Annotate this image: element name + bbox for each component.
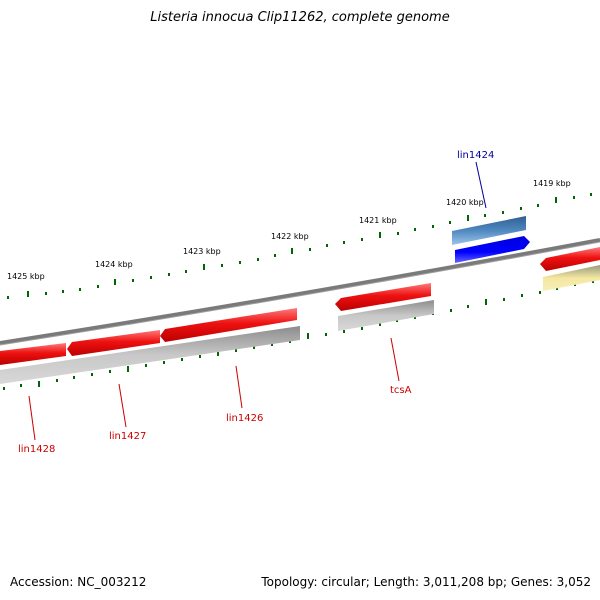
cds-feature-grey-tcsA[interactable] bbox=[338, 300, 434, 331]
tick-label-1419: 1419 kbp bbox=[533, 179, 571, 188]
accession-info: Accession: NC_003212 bbox=[10, 575, 146, 589]
gene-label-lin1427[interactable]: lin1427 bbox=[109, 431, 146, 442]
cds-feature-lin1427[interactable] bbox=[67, 330, 160, 356]
cds-feature-lin1424[interactable] bbox=[452, 216, 526, 245]
tick-label-1421: 1421 kbp bbox=[359, 216, 397, 225]
cds-forward-row bbox=[0, 247, 600, 365]
tick-label-1423: 1423 kbp bbox=[183, 247, 221, 256]
cds-feature-blue[interactable] bbox=[455, 236, 530, 263]
lower-tick-ring bbox=[3, 280, 594, 390]
cds-reverse-row bbox=[0, 265, 600, 384]
tick-label-1422: 1422 kbp bbox=[271, 232, 309, 241]
genome-backbone-highlight bbox=[0, 241, 600, 346]
cds-blue-features bbox=[452, 216, 530, 263]
accession-label: Accession: bbox=[10, 575, 74, 589]
leader-lin1428 bbox=[28, 395, 36, 441]
leader-tcsA bbox=[390, 337, 400, 382]
map-title: Listeria innocua Clip11262, complete gen… bbox=[150, 10, 450, 25]
cds-feature-tcsA[interactable] bbox=[335, 283, 431, 311]
cds-feature-lin1428[interactable] bbox=[0, 343, 66, 365]
genome-stats: Topology: circular; Length: 3,011,208 bp… bbox=[261, 575, 591, 589]
upper-tick-ring bbox=[7, 193, 592, 299]
tick-label-1420: 1420 kbp bbox=[446, 198, 484, 207]
leader-lin1427 bbox=[118, 383, 127, 428]
cds-feature-right-red[interactable] bbox=[540, 247, 600, 271]
gene-label-lin1424[interactable]: lin1424 bbox=[457, 150, 494, 161]
tick-label-1425: 1425 kbp bbox=[7, 272, 45, 281]
accession-value: NC_003212 bbox=[77, 575, 147, 589]
gene-labels: lin1424 tcsA lin1426 lin1427 lin1428 bbox=[18, 150, 494, 455]
cds-feature-yellow[interactable] bbox=[543, 265, 600, 291]
gene-label-lin1428[interactable]: lin1428 bbox=[18, 444, 55, 455]
cds-feature-lin1426[interactable] bbox=[160, 308, 297, 342]
genome-backbone bbox=[0, 238, 600, 345]
label-leaders bbox=[28, 161, 487, 441]
leader-lin1424 bbox=[475, 161, 487, 209]
tick-labels: 1419 kbp 1420 kbp 1421 kbp 1422 kbp 1423… bbox=[7, 179, 571, 281]
tick-label-1424: 1424 kbp bbox=[95, 260, 133, 269]
gene-label-lin1426[interactable]: lin1426 bbox=[226, 413, 263, 424]
leader-lin1426 bbox=[235, 365, 243, 409]
gene-label-tcsA[interactable]: tcsA bbox=[390, 385, 412, 396]
cds-feature-grey-left[interactable] bbox=[0, 326, 300, 384]
